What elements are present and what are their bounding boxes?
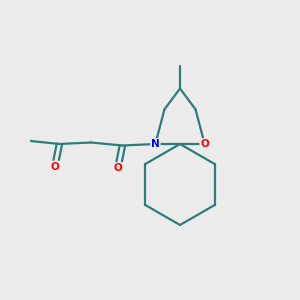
Text: N: N <box>151 139 160 149</box>
Text: O: O <box>50 161 59 172</box>
Text: O: O <box>200 139 209 149</box>
Text: O: O <box>113 163 122 173</box>
